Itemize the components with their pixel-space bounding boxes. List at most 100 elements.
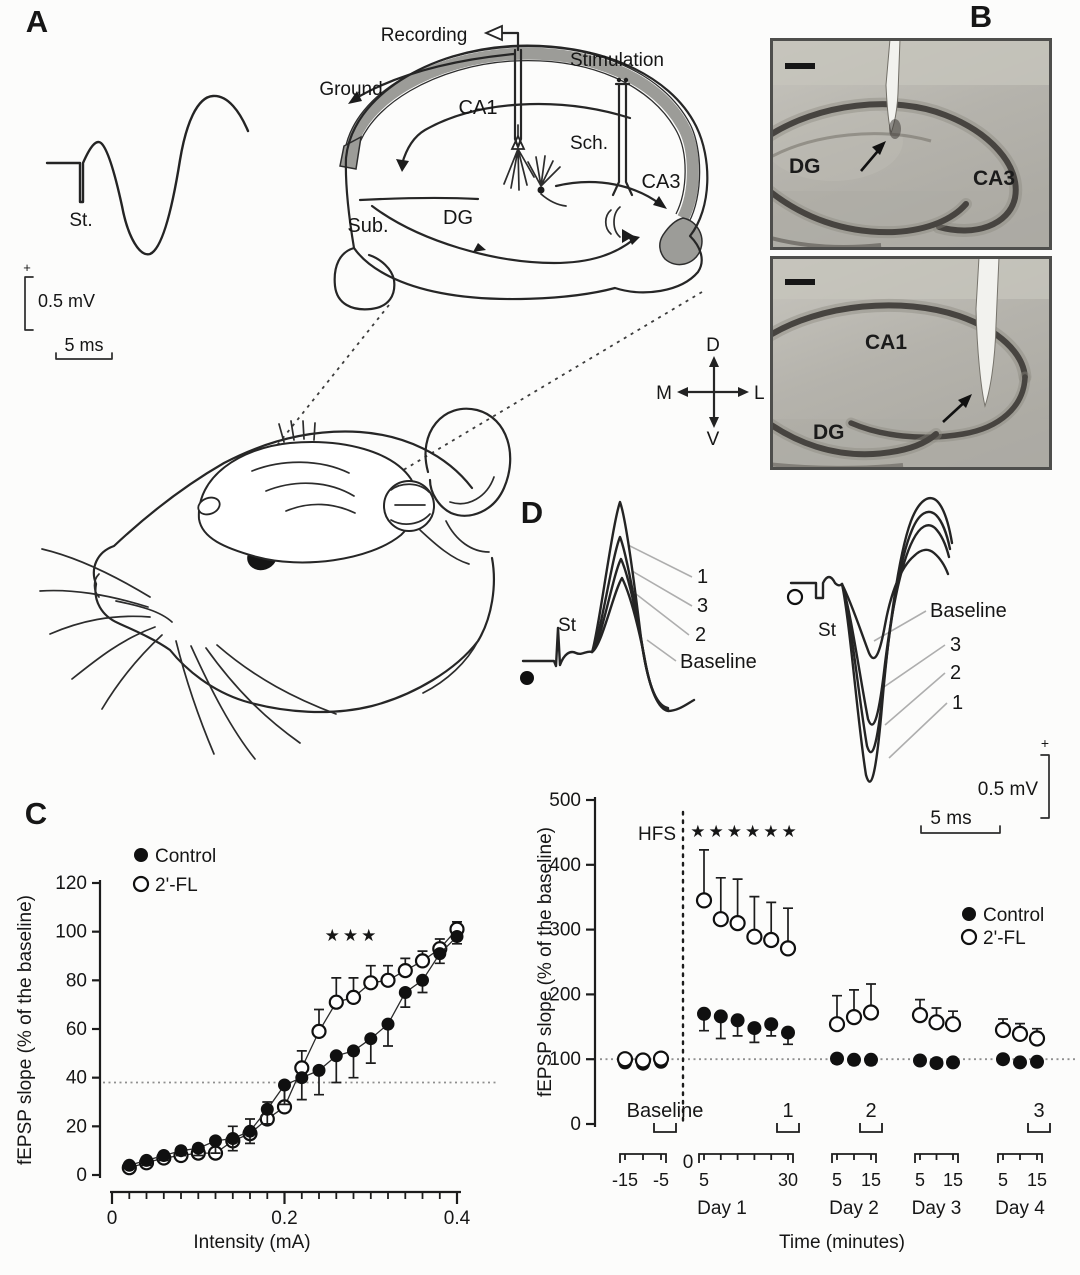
c-data-point: [191, 1141, 205, 1155]
c-y-tick-label: 0: [76, 1165, 87, 1186]
d-x-tick-label: 15: [861, 1170, 881, 1190]
compass-ventral-label: V: [707, 429, 720, 450]
d-y-axis-title: fEPSP slope (% of the baseline): [535, 827, 556, 1097]
arrowhead: [473, 243, 486, 252]
ground-label: Ground: [319, 79, 382, 100]
time-scalebar: [55, 352, 113, 360]
d-episode-bracket: [1027, 1123, 1051, 1133]
c-x-tick-label: 0.4: [444, 1208, 471, 1229]
whiskers: [39, 548, 337, 760]
panel-b-label: B: [970, 0, 992, 34]
d-data-point-fl: [928, 1014, 945, 1031]
d-data-point-fl: [944, 1016, 962, 1033]
d-data-point-fl: [1011, 1025, 1029, 1043]
d-data-point-fl: [712, 911, 729, 928]
d-data-point-control: [781, 1025, 795, 1040]
ca1-label: CA1: [865, 331, 907, 354]
c-data-point: [450, 930, 464, 943]
panel-d-label: D: [521, 495, 543, 530]
d-y-tick-label: 100: [549, 1049, 581, 1070]
track-arrowhead-icon: [958, 394, 972, 408]
ca3-gray-cap: [659, 217, 703, 266]
recording-electrode: [483, 24, 523, 149]
d-data-point-fl: [634, 1052, 652, 1069]
d-x-zero-label: 0: [683, 1152, 694, 1173]
d-data-point-fl: [729, 914, 746, 932]
dg-label: DG: [443, 207, 473, 229]
d-data-point-control: [864, 1052, 878, 1067]
recording-arrow-icon: [483, 24, 503, 42]
subiculum-label: Sub.: [347, 215, 388, 237]
c-data-point: [414, 953, 431, 969]
d-data-point-fl: [695, 892, 713, 909]
d-data-point-control: [929, 1056, 944, 1071]
c-data-point: [416, 973, 429, 987]
d-y-tick-label: 200: [549, 984, 581, 1005]
trace-label-1: 1: [697, 566, 708, 588]
d-x-tick-label: 5: [832, 1170, 842, 1190]
d-episode-bracket: [859, 1123, 883, 1133]
d-data-point-control: [946, 1055, 960, 1070]
d-data-point-control: [764, 1017, 779, 1032]
c-y-axis-title: fEPSP slope (% of the baseline): [15, 895, 36, 1165]
trace-label-2: 2: [950, 662, 961, 684]
d-x-tick-label: 30: [778, 1170, 798, 1190]
c-y-tick-label: 80: [66, 970, 87, 991]
panel-a-label: A: [26, 4, 48, 39]
c-data-point: [174, 1144, 188, 1158]
d-error-bar-fl: [699, 849, 709, 901]
c-legend-marker-open: [132, 875, 150, 893]
c-significance-stars: ★★★: [325, 926, 380, 945]
ca3-label: CA3: [973, 167, 1015, 190]
d-data-point-control: [730, 1013, 745, 1028]
voltage-scale-label: 0.5 mV: [978, 779, 1039, 800]
trace-label-2: 2: [695, 624, 706, 646]
time-scale-label: 5 ms: [64, 335, 103, 355]
d-day-label: Day 1: [697, 1198, 747, 1219]
dashed-connector-right: [352, 291, 703, 501]
c-data-point: [363, 975, 379, 991]
d-data-point-control: [1030, 1054, 1044, 1069]
ground-wire: [348, 52, 516, 104]
ca1-label: CA1: [459, 97, 498, 119]
compass-arrow-up-icon: [709, 356, 719, 367]
rat-head-drawing: [39, 407, 512, 760]
compass-arrow-down-icon: [709, 417, 719, 428]
c-data-point: [328, 994, 344, 1010]
d-data-point-fl: [652, 1050, 670, 1067]
c-data-point: [226, 1132, 240, 1145]
d-data-point-fl: [845, 1008, 863, 1026]
c-x-tick-label: 0: [107, 1208, 118, 1229]
voltage-scalebar: [1040, 754, 1050, 819]
hippocampus-schematic: Recording Stimulation Ground CA1 Sch. CA…: [319, 24, 709, 311]
d-data-point-control: [713, 1009, 728, 1024]
histology-image-ca3: DG CA3: [760, 38, 1052, 250]
d-day-label: Day 2: [829, 1198, 879, 1219]
trace-label-baseline: Baseline: [930, 600, 1007, 622]
d-x-axis-bracket: [831, 1153, 877, 1163]
voltage-scale-label: 0.5 mV: [38, 291, 95, 311]
granule-neuron: [527, 155, 567, 207]
c-data-point: [122, 1158, 136, 1172]
d-data-point-control: [1013, 1055, 1027, 1070]
recording-label: Recording: [381, 25, 468, 46]
d-data-point-fl: [994, 1021, 1012, 1039]
c-data-point: [278, 1078, 291, 1092]
stim-artifact-label: St.: [69, 210, 92, 231]
d-y-tick-label: 500: [549, 790, 581, 811]
c-x-tick-label: 0.2: [271, 1208, 297, 1229]
c-y-tick-label: 60: [66, 1019, 87, 1040]
c-data-point: [397, 962, 413, 979]
dg-label: DG: [813, 421, 845, 444]
d-y-tick-label: 400: [549, 855, 581, 876]
chart-input-output: 0 20 40 60 80 100 120 0 0.2 0.4 Intensity (mA) fEPS…: [15, 846, 497, 1253]
c-data-point: [398, 986, 412, 999]
polarity-plus-label: +: [23, 260, 31, 275]
voltage-scalebar: [24, 276, 34, 331]
c-data-point: [312, 1063, 326, 1077]
c-legend-marker-filled: [134, 848, 148, 862]
c-data-point: [380, 972, 396, 988]
d-data-point-control: [847, 1052, 861, 1067]
